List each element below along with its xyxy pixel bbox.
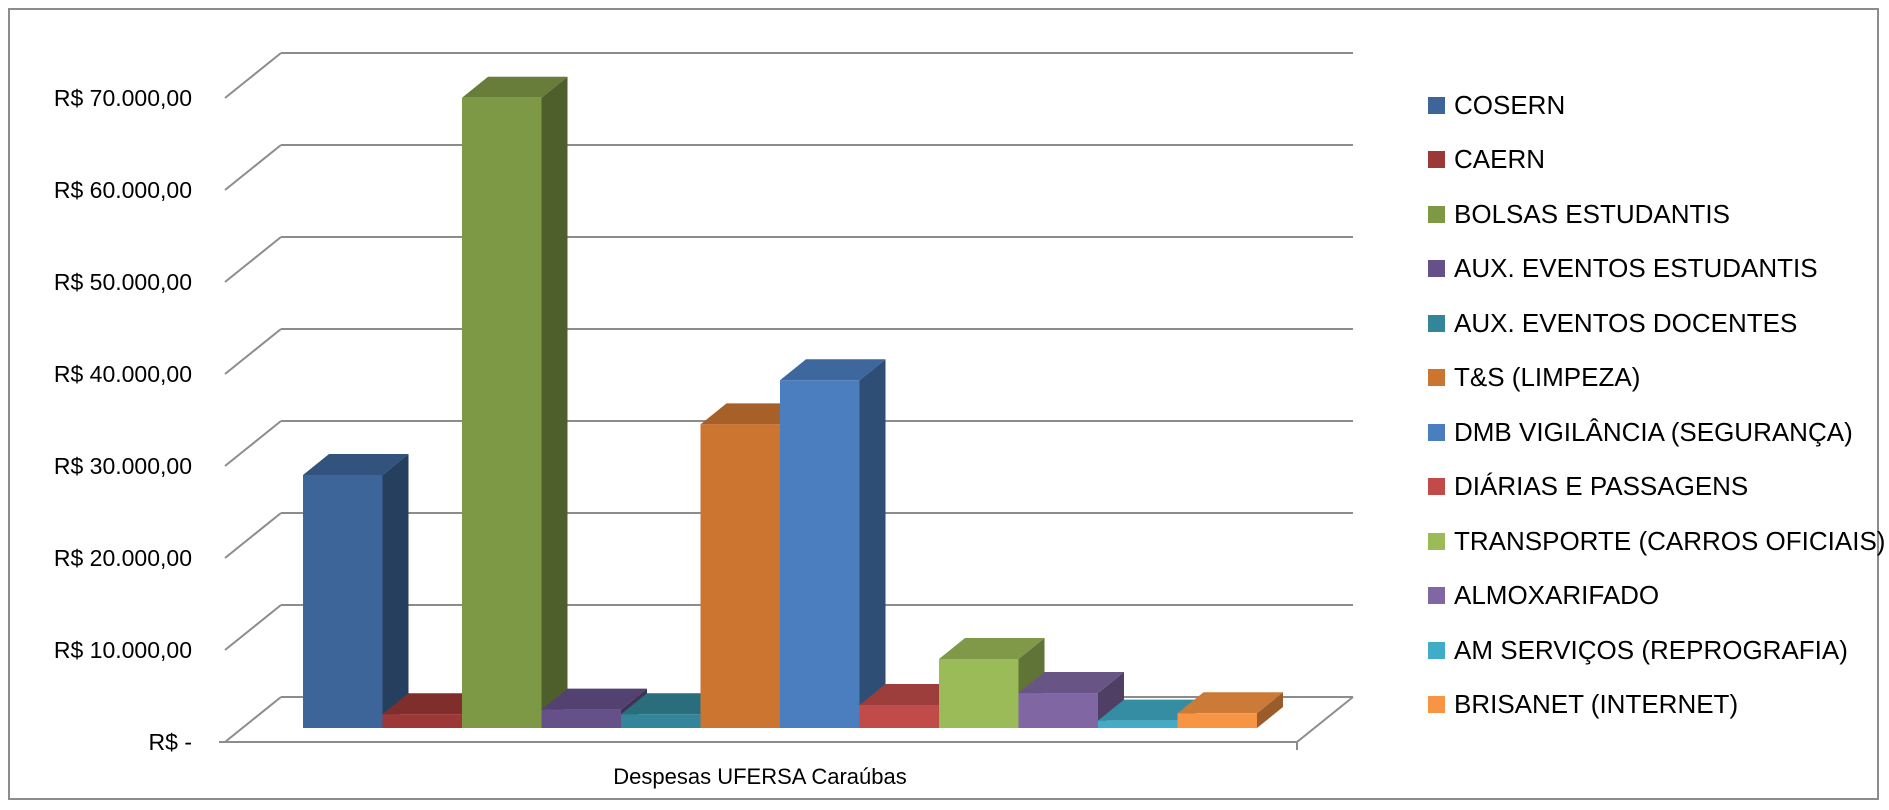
legend-label: DMB VIGILÂNCIA (SEGURANÇA)	[1454, 416, 1853, 447]
legend-item: DMB VIGILÂNCIA (SEGURANÇA)	[1428, 417, 1853, 447]
gridline-diagonal	[224, 420, 282, 467]
bar-top	[541, 688, 647, 710]
bar-top	[382, 693, 488, 715]
gridline-diagonal	[224, 328, 282, 375]
legend-item: CAERN	[1428, 144, 1546, 175]
bar-front	[1018, 693, 1098, 728]
bar-side	[382, 454, 409, 728]
gridline-diagonal	[224, 696, 282, 743]
bar-side	[1098, 672, 1124, 728]
bar-top	[700, 403, 806, 425]
bar-front	[462, 97, 542, 729]
legend-item: TRANSPORTE (CARROS OFICIAIS)	[1428, 526, 1885, 556]
bar-top	[939, 638, 1045, 659]
bar-top	[780, 359, 886, 381]
bar-front	[780, 380, 860, 728]
legend-label: T&S (LIMPEZA)	[1454, 362, 1641, 392]
legend-label: AUX. EVENTOS ESTUDANTIS	[1454, 253, 1818, 283]
legend-label: AUX. EVENTOS DOCENTES	[1454, 307, 1798, 338]
gridline-diagonal	[224, 52, 282, 99]
legend-swatch	[1428, 532, 1445, 550]
legend-label: BOLSAS ESTUDANTIS	[1454, 198, 1730, 229]
bar-side	[541, 76, 568, 729]
legend-item: ALMOXARIFADO	[1428, 580, 1660, 611]
legend-swatch	[1428, 260, 1445, 277]
legend-item: BRISANET (INTERNET)	[1428, 689, 1739, 720]
legend-swatch	[1428, 151, 1445, 168]
legend-item: T&S (LIMPEZA)	[1428, 362, 1641, 393]
legend-swatch	[1428, 423, 1445, 441]
legend-item: DIÁRIAS E PASSAGENS	[1428, 471, 1749, 502]
bar-front	[1098, 720, 1178, 728]
gridline-diagonal	[224, 144, 282, 191]
bar-top	[859, 684, 965, 705]
bar	[1018, 672, 1124, 728]
bar-front	[939, 659, 1019, 728]
bar-side	[1257, 692, 1283, 728]
legend-swatch	[1428, 696, 1445, 713]
legend-swatch	[1428, 96, 1445, 114]
legend-swatch	[1428, 369, 1445, 386]
legend-label: TRANSPORTE (CARROS OFICIAIS)	[1454, 525, 1886, 556]
gridline-diagonal	[224, 604, 282, 651]
bar	[462, 76, 568, 729]
legend-item: AUX. EVENTOS DOCENTES	[1428, 308, 1797, 338]
tick-labels: R$ - R$ 10.000,00 R$ 20.000,00 R$ 30.000,00…	[54, 85, 192, 755]
y-tick-label: R$ 60.000,00	[54, 177, 192, 203]
legend-swatch	[1428, 314, 1445, 332]
floor-edge	[1296, 696, 1354, 743]
x-axis-label: Despesas UFERSA Caraúbas	[613, 764, 906, 789]
y-tick-label: R$ 30.000,00	[54, 453, 192, 479]
bar-front	[303, 475, 383, 728]
y-tick-label: R$ 70.000,00	[54, 85, 192, 111]
legend-label: BRISANET (INTERNET)	[1454, 689, 1739, 719]
bar	[1177, 692, 1283, 728]
legend-item: COSERN	[1428, 90, 1565, 120]
gridline-diagonal	[224, 512, 282, 559]
bar-front	[859, 705, 939, 728]
y-tick-label: R$ -	[149, 729, 192, 755]
legend-swatch	[1428, 478, 1445, 495]
bar-front	[621, 714, 701, 728]
bar	[303, 454, 409, 728]
y-tick-label: R$ 50.000,00	[54, 269, 192, 295]
bar-front	[700, 424, 780, 728]
bar-top	[462, 76, 568, 98]
legend-label: CAERN	[1454, 144, 1546, 174]
bar-top	[1098, 699, 1204, 721]
legend-label: AM SERVIÇOS (REPROGRAFIA)	[1454, 634, 1848, 665]
legend-swatch	[1428, 587, 1445, 604]
bar-front	[541, 709, 621, 728]
bar-top	[303, 454, 409, 475]
y-tick-label: R$ 40.000,00	[54, 361, 192, 387]
bar	[780, 359, 886, 728]
legend-label: ALMOXARIFADO	[1454, 580, 1660, 610]
y-tick-label: R$ 20.000,00	[54, 545, 192, 571]
bar-front	[1177, 713, 1257, 728]
legend-swatch	[1428, 205, 1445, 223]
bar-front	[382, 714, 462, 728]
bars-layer	[303, 76, 1283, 729]
bar-top	[1177, 692, 1283, 714]
legend-item: AUX. EVENTOS ESTUDANTIS	[1428, 253, 1818, 284]
legend-label: DIÁRIAS E PASSAGENS	[1454, 471, 1749, 501]
bar-top	[1018, 672, 1124, 694]
legend-item: BOLSAS ESTUDANTIS	[1428, 199, 1730, 229]
bar-top	[621, 693, 727, 715]
legend-swatch	[1428, 641, 1445, 659]
y-tick-label: R$ 10.000,00	[54, 637, 192, 663]
legend-label: COSERN	[1454, 89, 1566, 120]
bar-side	[859, 359, 886, 728]
gridline-diagonal	[224, 236, 282, 283]
legend-item: AM SERVIÇOS (REPROGRAFIA)	[1428, 635, 1848, 665]
